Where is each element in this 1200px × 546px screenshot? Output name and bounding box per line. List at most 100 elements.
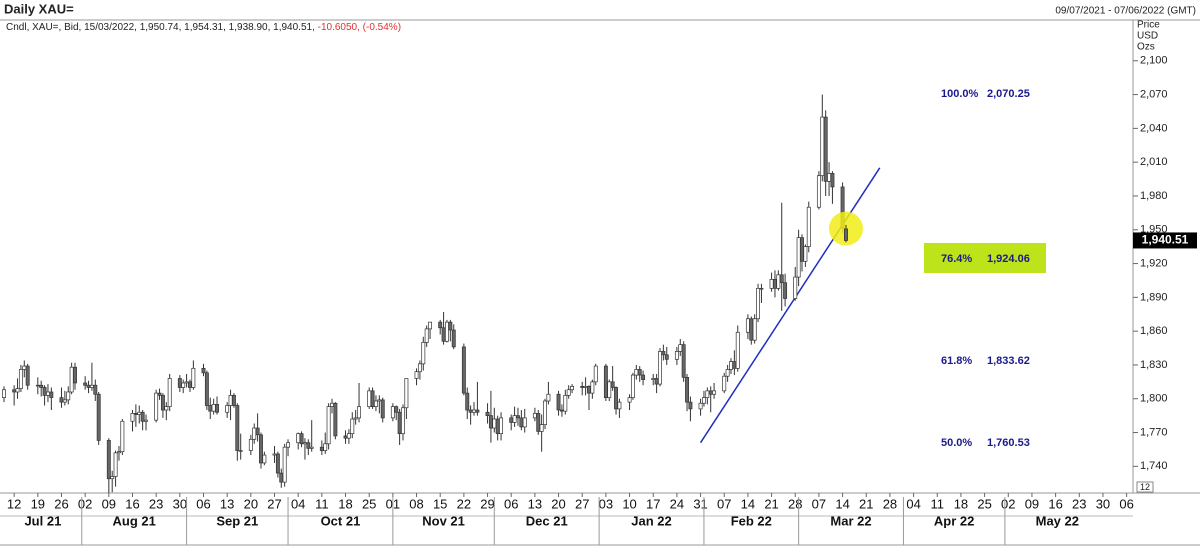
candle-body	[722, 375, 727, 392]
candle-body	[641, 374, 646, 380]
candle-body	[678, 344, 683, 352]
x-tick-label: 04	[906, 496, 920, 511]
candle-body	[370, 390, 375, 407]
candle-body	[144, 419, 148, 422]
candle-body	[448, 321, 453, 331]
candle-body	[712, 390, 717, 395]
candle-body	[756, 287, 760, 320]
x-tick-label: 19	[31, 496, 45, 511]
candle-body	[154, 392, 159, 421]
candle-body	[211, 404, 216, 412]
candle-body	[323, 443, 328, 451]
candle-body	[401, 407, 405, 435]
candle-body	[570, 386, 575, 391]
candle-body	[725, 369, 730, 377]
candle-body	[495, 418, 500, 435]
x-tick-label: 27	[575, 496, 589, 511]
x-tick-label: 31	[693, 496, 707, 511]
candle-body	[522, 417, 527, 428]
candle-body	[651, 378, 656, 380]
y-tick-label: 1,890	[1140, 291, 1168, 303]
candle-body	[204, 372, 209, 406]
candle-body	[231, 395, 236, 406]
candle-body	[228, 395, 233, 406]
candle-body	[225, 405, 230, 413]
candle-body	[346, 433, 351, 439]
candle-body	[796, 237, 801, 278]
x-tick-label: 13	[220, 496, 234, 511]
candle-body	[492, 418, 497, 429]
candle-body	[201, 367, 206, 374]
candle-body	[779, 274, 784, 284]
fib-value: 1,924.06	[987, 253, 1030, 265]
candle-body	[12, 389, 17, 393]
scale-badge: 12	[1140, 482, 1150, 492]
last-price-label: 1,940.51	[1142, 233, 1189, 247]
candle-body	[296, 433, 301, 444]
candle-body	[729, 361, 733, 370]
candle-body	[488, 415, 493, 429]
candle-body	[306, 442, 311, 449]
candle-body	[536, 413, 541, 432]
candle-body	[2, 389, 6, 398]
candle-body	[485, 411, 490, 416]
candle-body	[438, 321, 443, 329]
x-tick-label: 24	[670, 496, 684, 511]
month-label: Jan 22	[631, 513, 671, 528]
candle-body	[404, 378, 409, 409]
chart-title: Daily XAU=	[4, 1, 74, 16]
candle-body	[164, 406, 169, 411]
y-tick-label: 1,770	[1140, 426, 1168, 438]
candle-body	[66, 391, 71, 401]
date-range: 09/07/2021 - 07/06/2022 (GMT)	[1055, 6, 1196, 17]
candle-body	[353, 417, 358, 420]
candle-body	[73, 366, 77, 384]
candle-body	[793, 276, 798, 299]
candle-body	[783, 282, 788, 299]
candle-body	[816, 175, 821, 208]
candle-body	[330, 402, 334, 407]
candle-body	[350, 418, 355, 435]
candle-body	[137, 411, 142, 415]
candle-body	[614, 387, 618, 410]
candle-body	[326, 406, 331, 445]
candle-body	[414, 371, 419, 379]
x-tick-label: 25	[977, 496, 991, 511]
candle-body	[674, 351, 679, 360]
candle-body	[610, 381, 615, 388]
candle-body	[89, 384, 94, 388]
candle-body	[654, 378, 659, 385]
x-tick-label: 04	[291, 496, 305, 511]
month-label: Feb 22	[731, 513, 772, 528]
candle-body	[238, 450, 243, 452]
candle-body	[22, 365, 27, 370]
y-tick-label: 1,800	[1140, 393, 1168, 405]
candle-body	[769, 278, 774, 289]
x-tick-label: 27	[267, 496, 281, 511]
x-tick-label: 11	[931, 496, 945, 511]
y-tick-label: 2,010	[1140, 156, 1168, 168]
candle-body	[539, 424, 544, 432]
candle-body	[685, 376, 689, 403]
scale-badge-box	[1136, 481, 1154, 493]
candle-body	[235, 405, 240, 451]
candle-body	[617, 401, 622, 410]
candle-body	[830, 173, 835, 188]
legend: Cndl, XAU=, Bid, 15/03/2022, 1,950.74, 1…	[6, 22, 401, 33]
y-tick-label: 1,830	[1140, 359, 1168, 371]
candle-body	[272, 453, 277, 456]
candle-body	[661, 351, 666, 356]
candle-body	[472, 409, 476, 413]
candle-body	[556, 393, 561, 411]
candle-body	[374, 400, 378, 407]
x-tick-label: 07	[717, 496, 731, 511]
candle-body	[546, 393, 551, 402]
x-tick-label: 29	[480, 496, 494, 511]
candle-body	[86, 384, 91, 388]
month-label: Oct 21	[321, 513, 361, 528]
candle-body	[394, 406, 399, 413]
candle-body	[658, 351, 662, 385]
